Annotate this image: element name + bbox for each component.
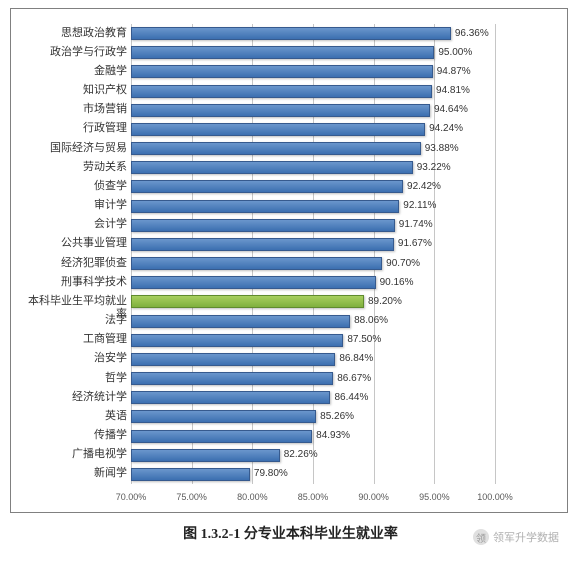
bar-value-label: 95.00% [438, 47, 472, 58]
y-category-label: 劳动关系 [21, 161, 127, 174]
bar [131, 65, 433, 78]
bar [131, 46, 434, 59]
bar-value-label: 90.70% [386, 258, 420, 269]
bar-value-label: 94.87% [437, 66, 471, 77]
bar [131, 180, 403, 193]
y-category-label: 哲学 [21, 372, 127, 385]
bar [131, 219, 395, 232]
y-category-label: 知识产权 [21, 84, 127, 97]
bar-value-label: 79.80% [254, 468, 288, 479]
x-tick-label: 80.00% [237, 492, 268, 502]
x-tick-label: 100.00% [477, 492, 513, 502]
bar [131, 123, 425, 136]
y-category-label: 法学 [21, 314, 127, 327]
watermark: 领 领军升学数据 [473, 529, 559, 545]
y-category-label: 行政管理 [21, 122, 127, 135]
bar-value-label: 86.44% [334, 392, 368, 403]
bar-value-label: 86.84% [339, 353, 373, 364]
y-category-label: 公共事业管理 [21, 237, 127, 250]
bar [131, 449, 280, 462]
y-category-label: 侦查学 [21, 180, 127, 193]
y-category-label: 经济犯罪侦查 [21, 257, 127, 270]
bar-value-label: 89.20% [368, 296, 402, 307]
y-category-label: 经济统计学 [21, 391, 127, 404]
bar [131, 372, 333, 385]
x-tick-label: 90.00% [358, 492, 389, 502]
bar-value-label: 96.36% [455, 28, 489, 39]
y-category-label: 治安学 [21, 352, 127, 365]
bar-value-label: 85.26% [320, 411, 354, 422]
watermark-icon: 领 [473, 529, 489, 545]
y-category-label: 思想政治教育 [21, 27, 127, 40]
bar-value-label: 86.67% [337, 373, 371, 384]
bar [131, 257, 382, 270]
x-tick-label: 95.00% [419, 492, 450, 502]
bar [131, 200, 399, 213]
y-category-label: 政治学与行政学 [21, 46, 127, 59]
bar [131, 315, 350, 328]
bar-value-label: 91.67% [398, 238, 432, 249]
x-tick-label: 85.00% [298, 492, 329, 502]
y-category-label: 市场营销 [21, 103, 127, 116]
y-category-label: 国际经济与贸易 [21, 142, 127, 155]
bar [131, 85, 432, 98]
gridline [495, 24, 496, 484]
watermark-text: 领军升学数据 [493, 529, 559, 545]
bar-value-label: 93.22% [417, 162, 451, 173]
bar-value-label: 82.26% [284, 449, 318, 460]
bar [131, 161, 413, 174]
bar-value-label: 94.64% [434, 104, 468, 115]
bar-highlight [131, 295, 364, 308]
bar-value-label: 88.06% [354, 315, 388, 326]
bar [131, 430, 312, 443]
bar-value-label: 84.93% [316, 430, 350, 441]
x-tick-label: 75.00% [176, 492, 207, 502]
bar-value-label: 87.50% [347, 334, 381, 345]
bar-value-label: 93.88% [425, 143, 459, 154]
y-category-label: 新闻学 [21, 467, 127, 480]
bar-value-label: 90.16% [380, 277, 414, 288]
bar-value-label: 92.42% [407, 181, 441, 192]
bar [131, 353, 335, 366]
y-category-label: 广播电视学 [21, 448, 127, 461]
bar-value-label: 94.81% [436, 85, 470, 96]
bar [131, 410, 316, 423]
bar [131, 104, 430, 117]
chart-frame: 70.00% 75.00% 80.00% 85.00% 90.00% 95.00% 100.… [10, 8, 568, 513]
x-tick-label: 70.00% [116, 492, 147, 502]
y-category-label: 刑事科学技术 [21, 276, 127, 289]
y-category-label: 审计学 [21, 199, 127, 212]
bar [131, 238, 394, 251]
y-category-label: 金融学 [21, 65, 127, 78]
bar [131, 27, 451, 40]
bar [131, 468, 250, 481]
y-category-label: 传播学 [21, 429, 127, 442]
bar [131, 276, 376, 289]
y-category-label: 英语 [21, 410, 127, 423]
bar-value-label: 92.11% [403, 200, 436, 211]
bar [131, 142, 421, 155]
bar [131, 391, 330, 404]
bar-value-label: 91.74% [399, 219, 433, 230]
y-category-label: 工商管理 [21, 333, 127, 346]
bar-value-label: 94.24% [429, 123, 463, 134]
y-category-label: 会计学 [21, 218, 127, 231]
bar [131, 334, 343, 347]
